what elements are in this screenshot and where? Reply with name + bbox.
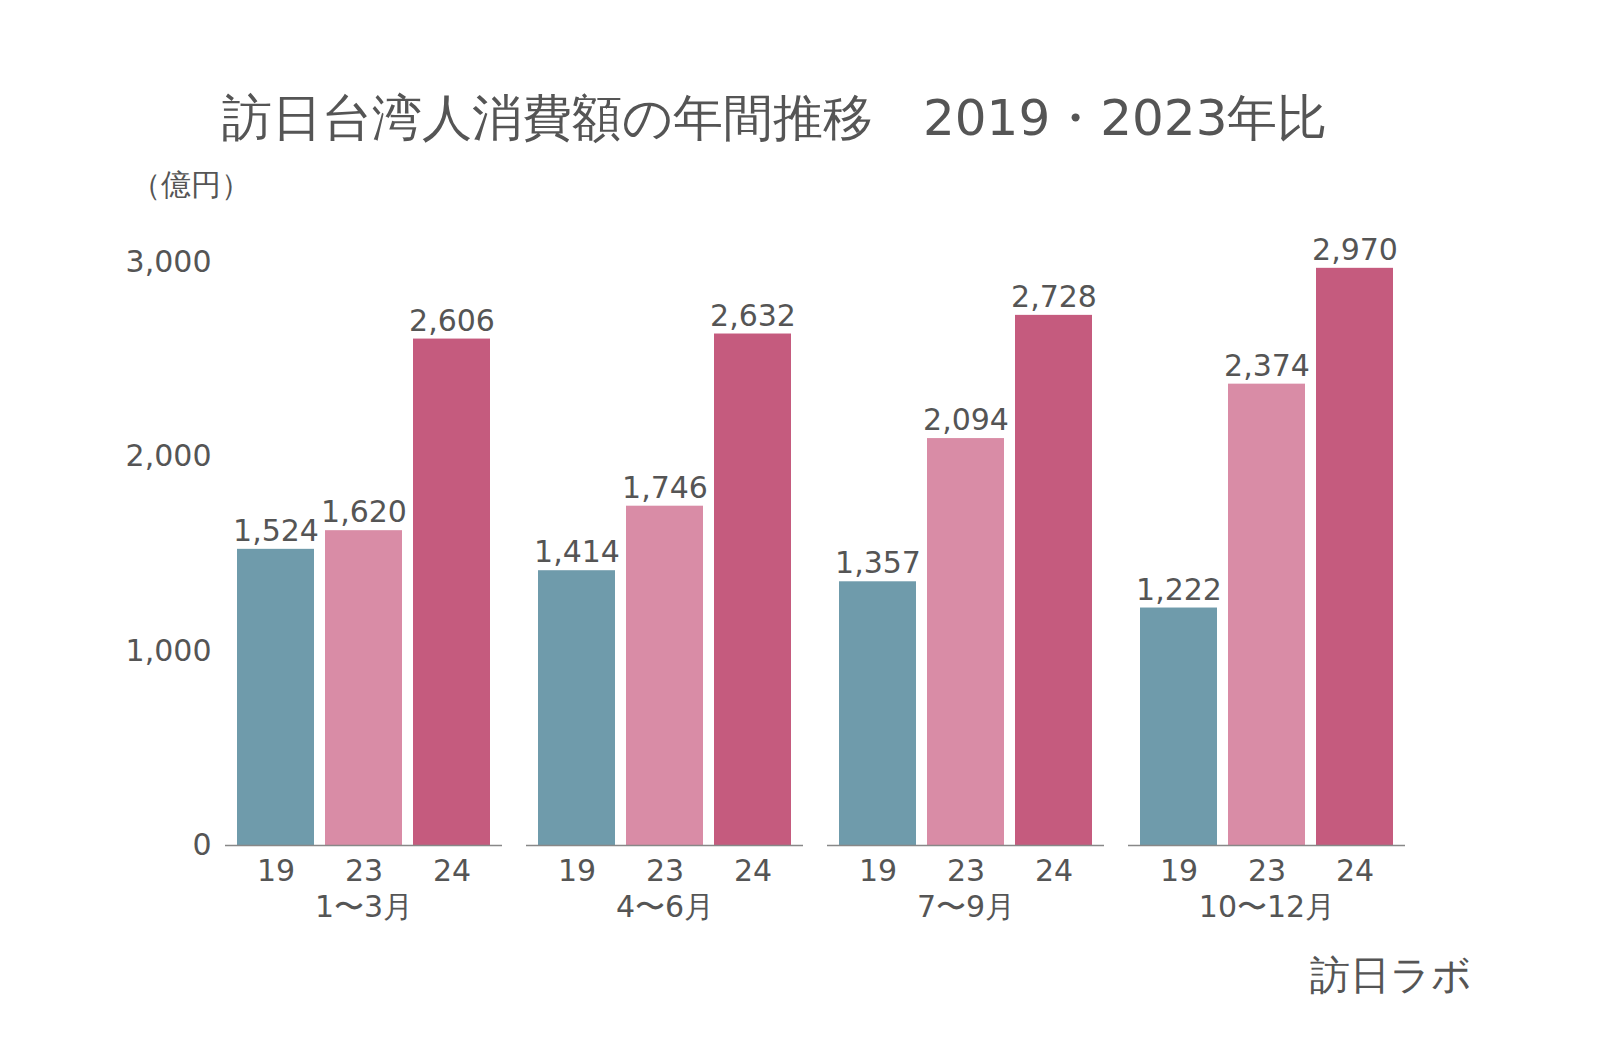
svg-text:0: 0 <box>192 827 211 862</box>
html-text:訪日ラボ: 訪日ラボ <box>1310 952 1472 998</box>
svg-text:1,414: 1,414 <box>534 534 620 569</box>
svg-text:23: 23 <box>947 853 985 888</box>
svg-text:2,970: 2,970 <box>1312 232 1398 267</box>
svg-text:2,606: 2,606 <box>409 303 495 338</box>
svg-text:24: 24 <box>1035 853 1073 888</box>
svg-text:24: 24 <box>734 853 772 888</box>
svg-text:2,728: 2,728 <box>1011 279 1097 314</box>
html-text:訪日台湾人消費額の年間推移 2019・2023年比: 訪日台湾人消費額の年間推移 2019・2023年比 <box>222 89 1328 147</box>
svg-text:10〜12月: 10〜12月 <box>1199 889 1335 924</box>
svg-text:7〜9月: 7〜9月 <box>917 889 1015 924</box>
svg-text:1,222: 1,222 <box>1136 572 1222 607</box>
svg-text:3,000: 3,000 <box>126 244 212 279</box>
svg-text:4〜6月: 4〜6月 <box>616 889 714 924</box>
svg-text:2,000: 2,000 <box>126 438 212 473</box>
svg-text:1,357: 1,357 <box>835 545 921 580</box>
svg-text:1,524: 1,524 <box>233 513 319 548</box>
svg-text:24: 24 <box>1336 853 1374 888</box>
svg-text:19: 19 <box>1160 853 1198 888</box>
svg-text:19: 19 <box>859 853 897 888</box>
svg-text:23: 23 <box>646 853 684 888</box>
svg-text:2,094: 2,094 <box>923 402 1009 437</box>
svg-text:23: 23 <box>1248 853 1286 888</box>
svg-text:2,632: 2,632 <box>710 298 796 333</box>
svg-text:23: 23 <box>345 853 383 888</box>
svg-text:24: 24 <box>433 853 471 888</box>
svg-text:19: 19 <box>257 853 295 888</box>
svg-text:1,000: 1,000 <box>126 633 212 668</box>
svg-text:1〜3月: 1〜3月 <box>315 889 413 924</box>
svg-text:（億円）: （億円） <box>131 167 251 202</box>
svg-text:2,374: 2,374 <box>1224 348 1310 383</box>
svg-text:1,746: 1,746 <box>622 470 708 505</box>
svg-text:1,620: 1,620 <box>321 494 407 529</box>
svg-text:19: 19 <box>558 853 596 888</box>
